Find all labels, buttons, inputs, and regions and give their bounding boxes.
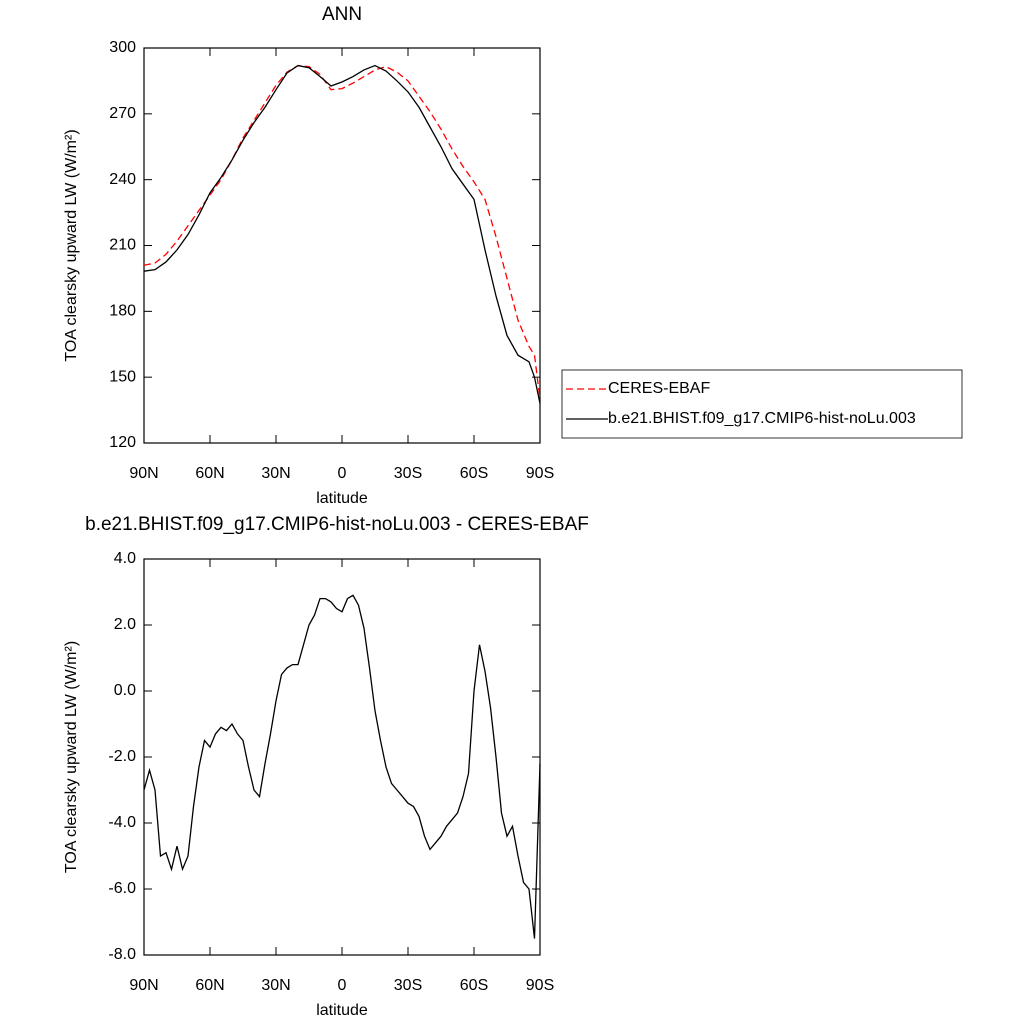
- x-tick-label: 60S: [460, 977, 488, 994]
- x-tick-label: 0: [338, 977, 347, 994]
- plot-frame: [143, 47, 541, 444]
- legend-label: b.e21.BHIST.f09_g17.CMIP6-hist-noLu.003: [608, 410, 916, 427]
- x-tick-label: 60N: [195, 465, 224, 482]
- y-tick-label: 2.0: [114, 616, 136, 633]
- x-tick-label: 60N: [195, 977, 224, 994]
- y-tick-label: 180: [109, 303, 136, 320]
- y-tick-label: 240: [109, 171, 136, 188]
- x-tick-label: 30N: [261, 977, 290, 994]
- y-tick-label: -4.0: [108, 814, 136, 831]
- y-tick-label: -6.0: [108, 880, 136, 897]
- y-tick-label: 270: [109, 105, 136, 122]
- y-tick-label: 300: [109, 39, 136, 56]
- x-tick-label: 90N: [129, 977, 158, 994]
- plot-frame: [143, 558, 541, 956]
- legend-box: [561, 369, 963, 439]
- x-tick-label: 30S: [394, 465, 422, 482]
- chart-title: b.e21.BHIST.f09_g17.CMIP6-hist-noLu.003 …: [85, 514, 589, 535]
- x-axis-label: latitude: [316, 490, 368, 507]
- x-tick-label: 30N: [261, 465, 290, 482]
- y-axis-label: TOA clearsky upward LW (W/m²): [63, 641, 80, 873]
- y-tick-label: -2.0: [108, 748, 136, 765]
- chart-title: ANN: [322, 4, 362, 25]
- legend-label: CERES-EBAF: [608, 380, 710, 397]
- x-tick-label: 90S: [526, 977, 554, 994]
- series-line: [143, 64, 541, 400]
- y-tick-label: -8.0: [108, 946, 136, 963]
- x-axis-label: latitude: [316, 1002, 368, 1019]
- y-axis-label: TOA clearsky upward LW (W/m²): [63, 129, 80, 361]
- y-tick-label: 4.0: [114, 550, 136, 567]
- x-tick-label: 30S: [394, 977, 422, 994]
- x-tick-label: 0: [338, 465, 347, 482]
- series-line: [143, 64, 541, 404]
- x-tick-label: 90S: [526, 465, 554, 482]
- y-tick-label: 210: [109, 237, 136, 254]
- y-tick-label: 150: [109, 368, 136, 385]
- x-tick-label: 60S: [460, 465, 488, 482]
- y-tick-label: 120: [109, 434, 136, 451]
- series-line: [143, 594, 541, 939]
- y-tick-label: 0.0: [114, 682, 136, 699]
- x-tick-label: 90N: [129, 465, 158, 482]
